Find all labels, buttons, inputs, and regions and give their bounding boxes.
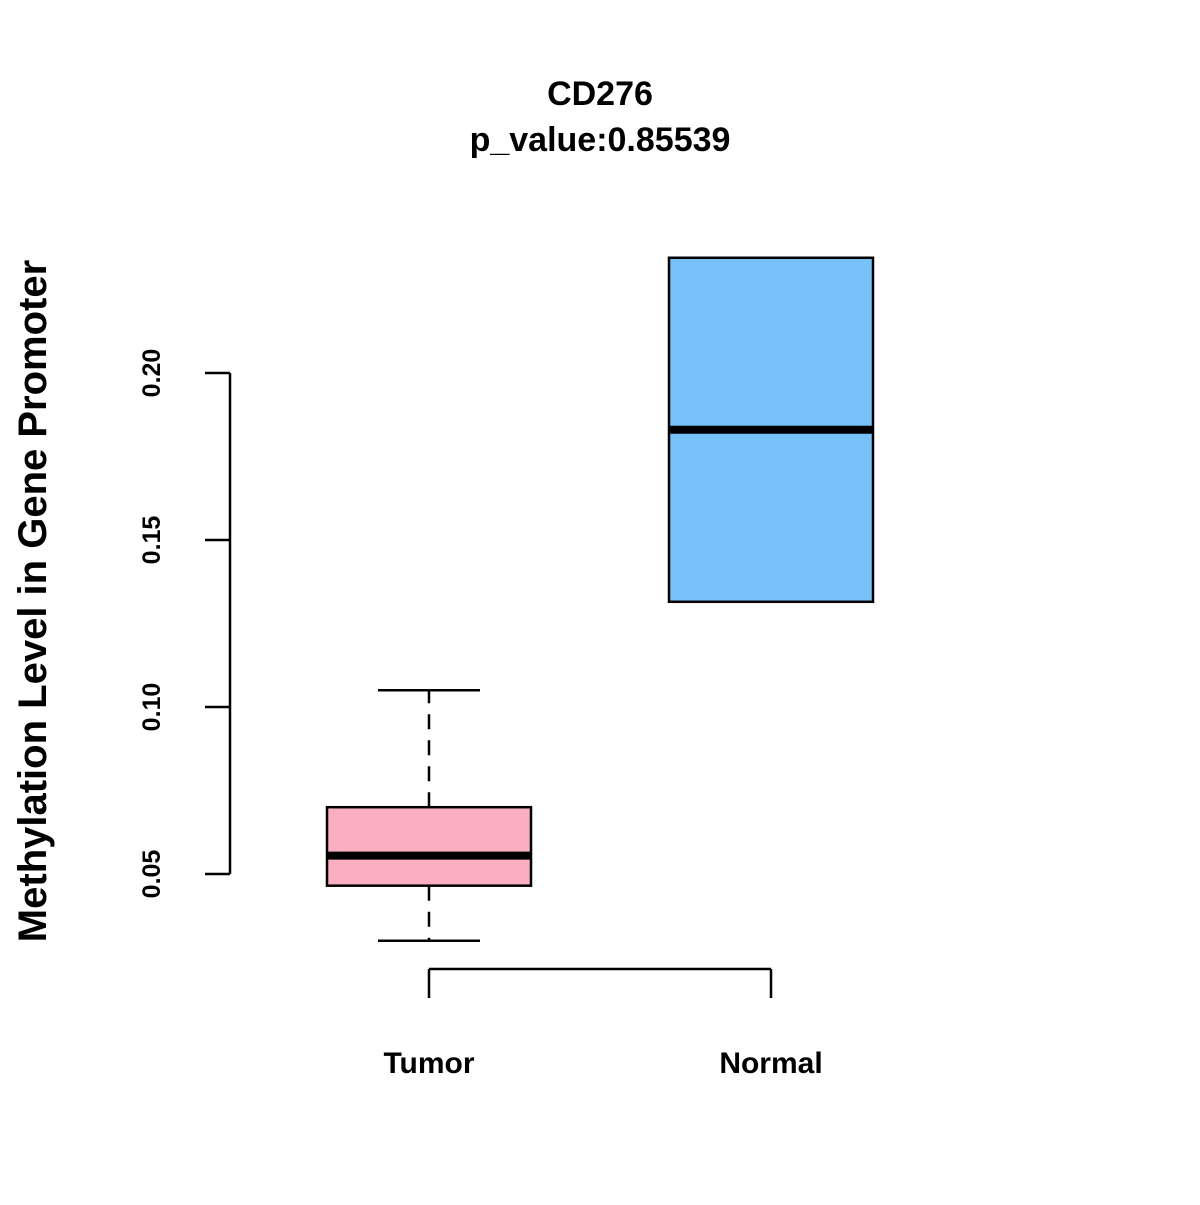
x-tick-label: Normal bbox=[719, 1047, 822, 1080]
box-normal bbox=[667, 256, 875, 604]
y-tick-label: 0.10 bbox=[138, 683, 166, 732]
x-axis: Tumor Normal bbox=[383, 967, 823, 1080]
y-axis: 0.05 0.10 0.15 0.20 bbox=[138, 349, 232, 899]
chart-title: CD276 bbox=[547, 75, 653, 113]
box-tumor bbox=[325, 689, 533, 943]
x-tick-label: Tumor bbox=[383, 1047, 474, 1080]
chart-subtitle: p_value:0.85539 bbox=[470, 121, 731, 159]
y-axis-label: Methylation Level in Gene Promoter bbox=[11, 260, 55, 942]
box-series bbox=[325, 256, 875, 943]
box-body bbox=[325, 805, 533, 887]
y-tick-label: 0.15 bbox=[138, 516, 166, 565]
y-tick-label: 0.05 bbox=[138, 850, 166, 899]
y-tick-label: 0.20 bbox=[138, 349, 166, 398]
